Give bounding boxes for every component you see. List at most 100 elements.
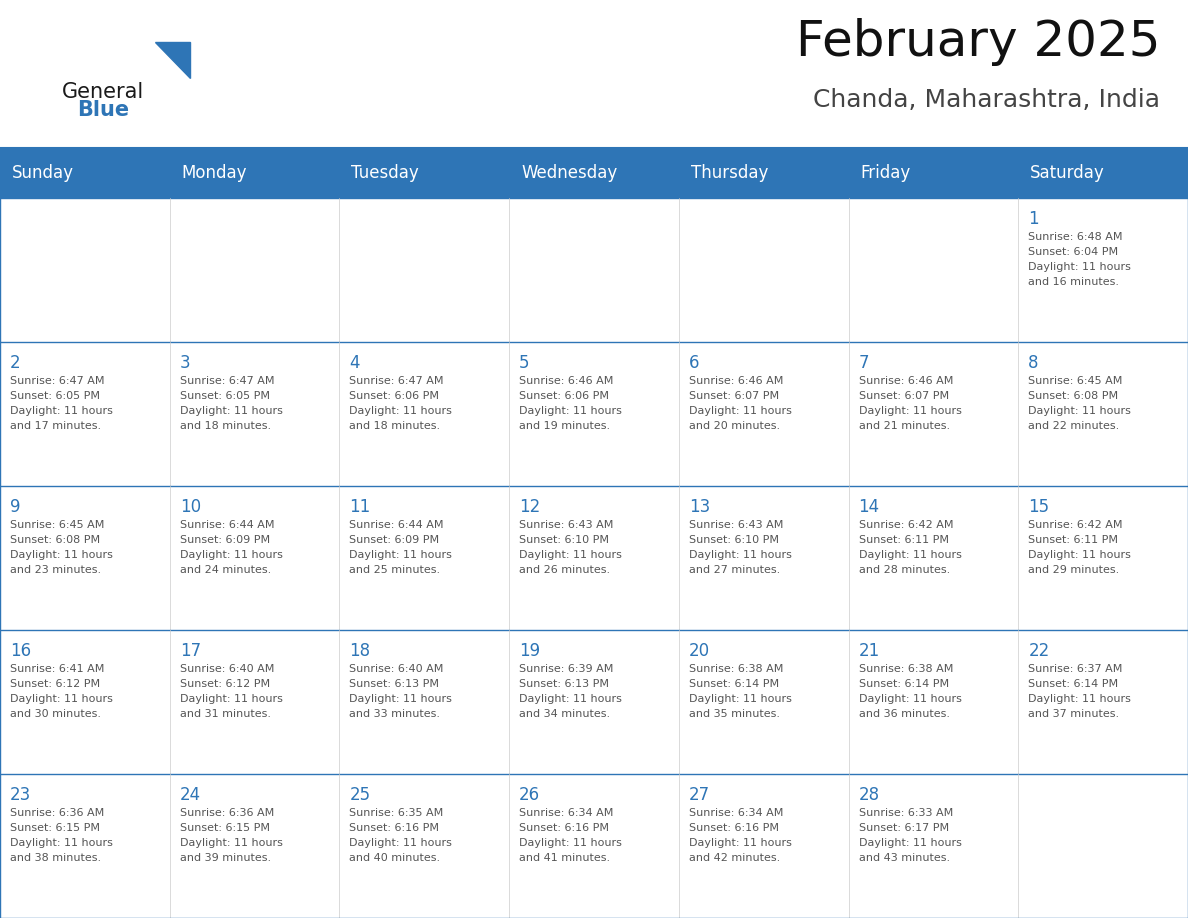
Text: 18: 18 [349, 642, 371, 660]
Text: 21: 21 [859, 642, 880, 660]
Text: 11: 11 [349, 498, 371, 516]
Bar [0, 148, 1188, 198]
Text: Sunset: 6:16 PM: Sunset: 6:16 PM [349, 823, 440, 833]
Text: and 17 minutes.: and 17 minutes. [10, 421, 101, 431]
Text: 23: 23 [10, 786, 31, 804]
Text: 6: 6 [689, 354, 700, 372]
Text: and 18 minutes.: and 18 minutes. [179, 421, 271, 431]
Text: Daylight: 11 hours: Daylight: 11 hours [519, 406, 623, 416]
Text: and 37 minutes.: and 37 minutes. [1029, 709, 1119, 719]
Text: Daylight: 11 hours: Daylight: 11 hours [689, 838, 791, 848]
Text: and 31 minutes.: and 31 minutes. [179, 709, 271, 719]
Text: Sunset: 6:14 PM: Sunset: 6:14 PM [1029, 679, 1118, 689]
Text: General: General [62, 82, 144, 102]
Text: 9: 9 [10, 498, 20, 516]
Text: and 40 minutes.: and 40 minutes. [349, 853, 441, 863]
Text: and 42 minutes.: and 42 minutes. [689, 853, 781, 863]
Text: Daylight: 11 hours: Daylight: 11 hours [179, 406, 283, 416]
Text: Daylight: 11 hours: Daylight: 11 hours [349, 406, 453, 416]
Text: Sunset: 6:09 PM: Sunset: 6:09 PM [349, 535, 440, 545]
Text: Daylight: 11 hours: Daylight: 11 hours [519, 550, 623, 560]
Text: Saturday: Saturday [1030, 164, 1105, 182]
Text: Thursday: Thursday [691, 164, 769, 182]
Text: Sunrise: 6:43 AM: Sunrise: 6:43 AM [689, 520, 783, 530]
Text: and 34 minutes.: and 34 minutes. [519, 709, 611, 719]
Text: Daylight: 11 hours: Daylight: 11 hours [10, 550, 113, 560]
Text: and 39 minutes.: and 39 minutes. [179, 853, 271, 863]
Text: 26: 26 [519, 786, 541, 804]
Text: Sunrise: 6:46 AM: Sunrise: 6:46 AM [519, 376, 613, 386]
Text: Daylight: 11 hours: Daylight: 11 hours [859, 550, 961, 560]
Text: 14: 14 [859, 498, 879, 516]
Text: 24: 24 [179, 786, 201, 804]
Text: and 18 minutes.: and 18 minutes. [349, 421, 441, 431]
Text: Sunrise: 6:38 AM: Sunrise: 6:38 AM [689, 664, 783, 674]
Text: Daylight: 11 hours: Daylight: 11 hours [1029, 262, 1131, 272]
Polygon shape [154, 42, 190, 78]
Text: Sunrise: 6:44 AM: Sunrise: 6:44 AM [179, 520, 274, 530]
Text: Sunset: 6:06 PM: Sunset: 6:06 PM [349, 391, 440, 401]
Text: Daylight: 11 hours: Daylight: 11 hours [689, 550, 791, 560]
Text: and 19 minutes.: and 19 minutes. [519, 421, 611, 431]
Text: Daylight: 11 hours: Daylight: 11 hours [689, 694, 791, 704]
Text: Daylight: 11 hours: Daylight: 11 hours [349, 694, 453, 704]
Text: and 35 minutes.: and 35 minutes. [689, 709, 779, 719]
Text: Daylight: 11 hours: Daylight: 11 hours [859, 694, 961, 704]
Text: Sunrise: 6:33 AM: Sunrise: 6:33 AM [859, 808, 953, 818]
Text: Blue: Blue [77, 100, 129, 120]
Text: 28: 28 [859, 786, 879, 804]
Text: Sunrise: 6:38 AM: Sunrise: 6:38 AM [859, 664, 953, 674]
Text: Sunset: 6:14 PM: Sunset: 6:14 PM [689, 679, 779, 689]
Text: Daylight: 11 hours: Daylight: 11 hours [349, 838, 453, 848]
Text: Monday: Monday [182, 164, 247, 182]
Text: Sunset: 6:15 PM: Sunset: 6:15 PM [179, 823, 270, 833]
Text: Tuesday: Tuesday [352, 164, 419, 182]
Text: Friday: Friday [860, 164, 911, 182]
Text: 27: 27 [689, 786, 710, 804]
Text: Sunset: 6:05 PM: Sunset: 6:05 PM [179, 391, 270, 401]
Text: 8: 8 [1029, 354, 1038, 372]
Text: Sunset: 6:10 PM: Sunset: 6:10 PM [519, 535, 609, 545]
Text: Sunrise: 6:45 AM: Sunrise: 6:45 AM [10, 520, 105, 530]
Text: Sunrise: 6:47 AM: Sunrise: 6:47 AM [179, 376, 274, 386]
Text: Sunrise: 6:36 AM: Sunrise: 6:36 AM [10, 808, 105, 818]
Text: Sunset: 6:08 PM: Sunset: 6:08 PM [1029, 391, 1118, 401]
Text: and 26 minutes.: and 26 minutes. [519, 565, 611, 575]
Text: Sunrise: 6:44 AM: Sunrise: 6:44 AM [349, 520, 444, 530]
Text: Sunset: 6:08 PM: Sunset: 6:08 PM [10, 535, 100, 545]
Text: 13: 13 [689, 498, 710, 516]
Text: and 38 minutes.: and 38 minutes. [10, 853, 101, 863]
Text: Sunrise: 6:47 AM: Sunrise: 6:47 AM [10, 376, 105, 386]
Text: and 27 minutes.: and 27 minutes. [689, 565, 781, 575]
Text: Daylight: 11 hours: Daylight: 11 hours [1029, 550, 1131, 560]
Text: 7: 7 [859, 354, 870, 372]
Text: Sunset: 6:07 PM: Sunset: 6:07 PM [689, 391, 779, 401]
Text: 1: 1 [1029, 210, 1040, 228]
Text: 5: 5 [519, 354, 530, 372]
Text: 20: 20 [689, 642, 710, 660]
Text: Sunrise: 6:41 AM: Sunrise: 6:41 AM [10, 664, 105, 674]
Text: and 24 minutes.: and 24 minutes. [179, 565, 271, 575]
Text: Sunset: 6:13 PM: Sunset: 6:13 PM [349, 679, 440, 689]
Text: Sunset: 6:12 PM: Sunset: 6:12 PM [179, 679, 270, 689]
Text: Daylight: 11 hours: Daylight: 11 hours [10, 694, 113, 704]
Text: Sunrise: 6:48 AM: Sunrise: 6:48 AM [1029, 232, 1123, 242]
Text: Sunset: 6:16 PM: Sunset: 6:16 PM [689, 823, 779, 833]
Text: and 23 minutes.: and 23 minutes. [10, 565, 101, 575]
Text: Sunset: 6:06 PM: Sunset: 6:06 PM [519, 391, 609, 401]
Text: Daylight: 11 hours: Daylight: 11 hours [179, 694, 283, 704]
Text: Sunrise: 6:34 AM: Sunrise: 6:34 AM [519, 808, 613, 818]
Text: Daylight: 11 hours: Daylight: 11 hours [1029, 694, 1131, 704]
Text: 19: 19 [519, 642, 541, 660]
Text: Sunrise: 6:46 AM: Sunrise: 6:46 AM [689, 376, 783, 386]
Text: Sunset: 6:13 PM: Sunset: 6:13 PM [519, 679, 609, 689]
Text: Sunset: 6:12 PM: Sunset: 6:12 PM [10, 679, 100, 689]
Text: and 43 minutes.: and 43 minutes. [859, 853, 949, 863]
Text: 10: 10 [179, 498, 201, 516]
Text: 17: 17 [179, 642, 201, 660]
Text: and 16 minutes.: and 16 minutes. [1029, 277, 1119, 287]
Text: Sunrise: 6:46 AM: Sunrise: 6:46 AM [859, 376, 953, 386]
Text: and 21 minutes.: and 21 minutes. [859, 421, 949, 431]
Text: Daylight: 11 hours: Daylight: 11 hours [10, 406, 113, 416]
Text: Sunset: 6:11 PM: Sunset: 6:11 PM [859, 535, 948, 545]
